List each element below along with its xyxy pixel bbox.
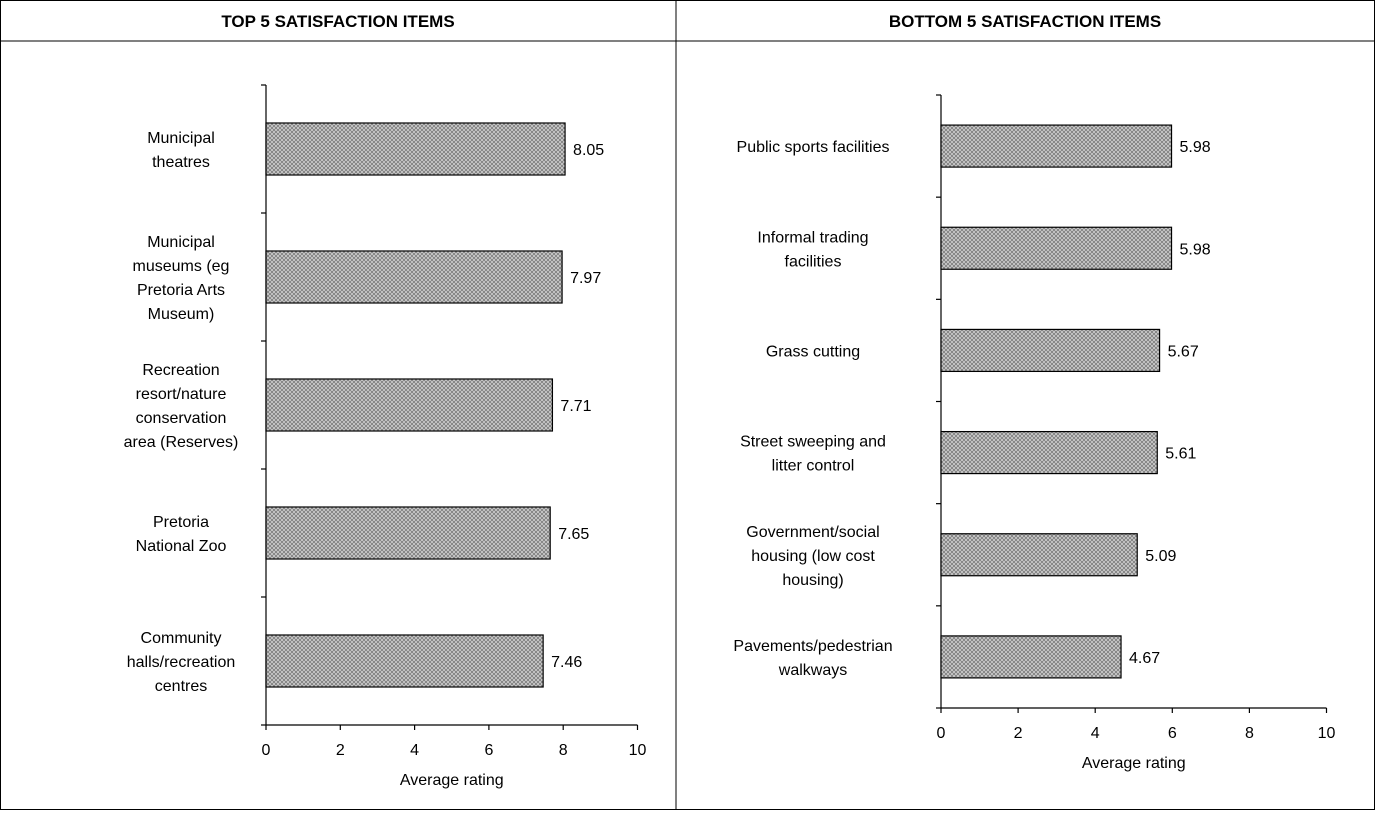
left-panel-title: TOP 5 SATISFACTION ITEMS: [221, 12, 454, 31]
x-tick-label: 0: [262, 742, 271, 759]
data-label: 7.46: [551, 654, 582, 671]
data-label: 5.98: [1180, 241, 1211, 258]
category-label: Pretoria National Zoo: [136, 514, 227, 555]
bar: [940, 328, 1161, 373]
x-tick-label: 10: [1318, 725, 1336, 742]
x-axis-label: Average rating: [1082, 755, 1186, 772]
data-label: 5.67: [1168, 343, 1199, 360]
category-label: Municipal museums (eg Pretoria Arts Museum): [133, 234, 230, 323]
x-tick-label: 6: [1168, 725, 1177, 742]
bar: [265, 634, 544, 688]
x-tick-label: 4: [1091, 725, 1100, 742]
category-label: Informal trading facilities: [757, 229, 868, 270]
data-label: 8.05: [573, 142, 604, 159]
bar: [940, 124, 1173, 168]
x-tick-label: 6: [484, 742, 493, 759]
bar: [940, 226, 1173, 270]
x-tick-label: 10: [629, 742, 647, 759]
data-label: 7.71: [560, 398, 591, 415]
bar: [265, 250, 563, 304]
bar: [940, 635, 1122, 679]
x-tick-label: 8: [559, 742, 568, 759]
data-label: 5.09: [1145, 548, 1176, 565]
bar: [265, 506, 551, 560]
category-label: Community halls/recreation centres: [127, 630, 236, 695]
category-label: Recreation resort/nature conservation area …: [124, 362, 239, 451]
bottom-5-chart: 0 2 4 6 8 10 Average rating 5.98 Public sports f…: [733, 94, 1336, 772]
bar: [940, 533, 1138, 577]
x-axis-label: Average rating: [400, 772, 504, 789]
x-tick-label: 8: [1245, 725, 1254, 742]
bar: [940, 430, 1158, 475]
category-label: Municipal theatres: [147, 130, 215, 171]
bar: [265, 378, 554, 432]
data-label: 4.67: [1129, 650, 1160, 667]
category-label: Grass cutting: [766, 343, 860, 360]
x-tick-label: 2: [336, 742, 345, 759]
data-label: 5.61: [1165, 446, 1196, 463]
data-label: 5.98: [1180, 139, 1211, 156]
bar: [265, 122, 566, 176]
x-tick-label: 2: [1014, 725, 1023, 742]
right-panel-title: BOTTOM 5 SATISFACTION ITEMS: [889, 12, 1161, 31]
category-label: Government/social housing (low cost housin…: [746, 524, 879, 589]
top-5-chart: 0 2 4 6 8 10 Average rating 8.05 Municipal theatr…: [124, 84, 647, 789]
category-label: Street sweeping and litter control: [740, 434, 886, 475]
x-tick-label: 0: [937, 725, 946, 742]
data-label: 7.65: [558, 526, 589, 543]
x-tick-label: 4: [410, 742, 419, 759]
category-label: Public sports facilities: [737, 139, 890, 156]
category-label: Pavements/pedestrian walkways: [733, 638, 892, 679]
data-label: 7.97: [570, 270, 601, 287]
